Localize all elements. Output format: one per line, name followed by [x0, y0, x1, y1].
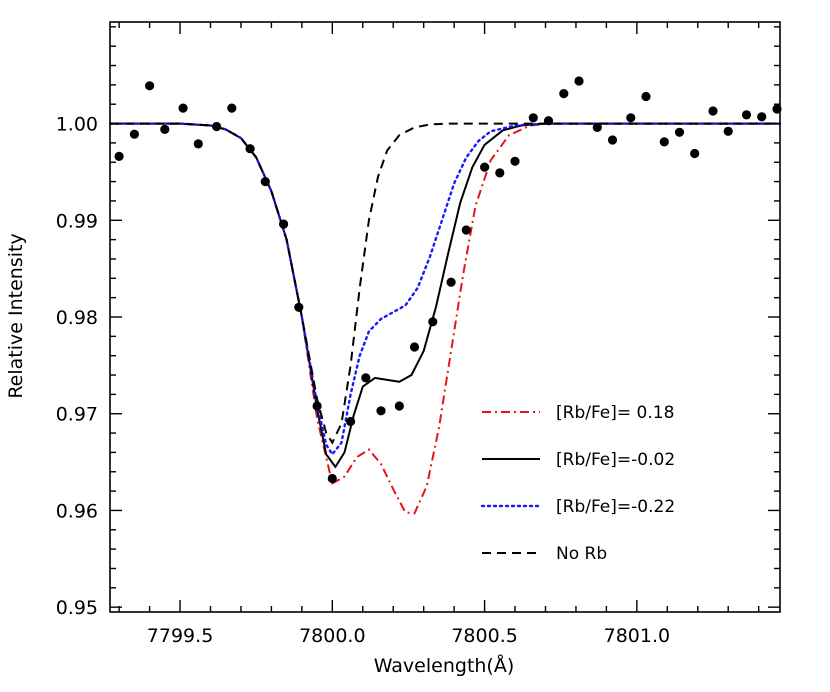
observed-point	[409, 342, 420, 352]
series-line-3	[110, 122, 780, 445]
observed-point	[480, 162, 490, 172]
observed-point	[510, 156, 520, 166]
observed-point	[145, 81, 155, 91]
observed-point	[674, 127, 685, 137]
observed-point	[245, 144, 255, 154]
observed-point	[574, 76, 584, 86]
observed-point	[361, 373, 371, 383]
observed-point	[114, 151, 124, 161]
observed-point	[461, 225, 471, 235]
observed-point	[294, 302, 304, 312]
observed-point	[260, 177, 270, 187]
observed-point	[641, 91, 651, 102]
observed-point	[690, 148, 700, 159]
observed-point	[626, 113, 636, 123]
series-layer	[108, 122, 782, 515]
observed-points-layer	[114, 76, 782, 484]
observed-point	[607, 135, 618, 145]
x-tick-label: 7801.0	[604, 625, 670, 647]
observed-point	[428, 317, 438, 327]
y-tick-label: 0.95	[56, 597, 98, 619]
observed-point	[495, 168, 505, 178]
y-axis-title: Relative Intensity	[5, 233, 27, 398]
observed-point	[446, 277, 456, 287]
observed-point	[227, 103, 237, 113]
x-tick-label: 7799.5	[147, 625, 213, 647]
legend-label-2: [Rb/Fe]=-0.22	[556, 497, 675, 517]
axis-layer: 7799.5 7800.0 7800.5 7801.0 0.95 0.96 0.97 0.98…	[56, 21, 781, 647]
y-tick-label: 0.97	[56, 404, 98, 426]
observed-point	[193, 139, 203, 149]
legend: [Rb/Fe]= 0.18 [Rb/Fe]=-0.02 [Rb/Fe]=-0.22 N…	[480, 403, 675, 564]
observed-point	[723, 126, 733, 136]
observed-point	[528, 113, 538, 123]
x-axis-title: Wavelength(Å)	[374, 654, 515, 677]
legend-label-1: [Rb/Fe]=-0.02	[556, 450, 675, 470]
y-tick-label: 0.98	[56, 307, 98, 329]
legend-label-0: [Rb/Fe]= 0.18	[556, 403, 674, 423]
observed-point	[708, 106, 718, 116]
observed-point	[212, 121, 222, 132]
observed-point	[592, 122, 602, 132]
observed-point	[346, 416, 356, 427]
observed-point	[741, 110, 752, 120]
observed-point	[559, 89, 569, 99]
observed-point	[160, 124, 170, 134]
observed-point	[312, 401, 322, 411]
observed-point	[659, 137, 669, 147]
y-tick-label: 1.00	[56, 114, 98, 136]
observed-point	[394, 401, 404, 411]
observed-point	[178, 103, 188, 113]
observed-point	[376, 406, 386, 416]
legend-label-3: No Rb	[556, 544, 607, 564]
observed-point	[279, 219, 289, 229]
x-tick-label: 7800.5	[451, 625, 517, 647]
observed-point	[327, 473, 337, 484]
observed-point	[543, 116, 554, 126]
observed-point	[129, 129, 139, 139]
x-tick-label: 7800.0	[299, 625, 365, 647]
observed-point	[757, 112, 767, 122]
y-tick-label: 0.99	[56, 210, 98, 232]
y-tick-label: 0.96	[56, 500, 98, 522]
